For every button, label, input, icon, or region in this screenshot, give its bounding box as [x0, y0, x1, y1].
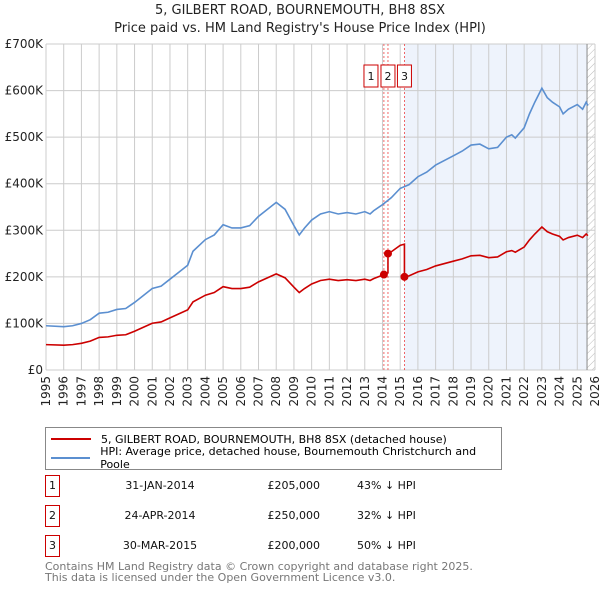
x-tick-label: 2013: [358, 376, 372, 407]
sale-number: 2: [45, 505, 60, 527]
sale-price: £250,000: [267, 509, 321, 522]
x-tick-label: 2003: [181, 376, 195, 407]
sale-hpi-diff: 43% ↓ HPI: [357, 479, 416, 492]
x-tick-label: 2001: [145, 376, 159, 407]
post-sale-shading: [404, 44, 588, 370]
x-tick-label: 1998: [92, 376, 106, 407]
x-tick-label: 2020: [482, 376, 496, 407]
x-tick-label: 2007: [252, 376, 266, 407]
sale-number: 3: [45, 535, 60, 557]
x-tick-label: 2021: [499, 376, 513, 407]
x-tick-label: 1999: [110, 376, 124, 407]
x-tick-label: 2022: [517, 376, 531, 407]
sale-hpi-diff: 32% ↓ HPI: [357, 509, 416, 522]
x-tick-label: 2005: [216, 376, 230, 407]
x-tick-label: 1996: [57, 376, 71, 407]
y-tick-label: £0: [28, 363, 43, 377]
plot-area: 1995 1996 1997 1998 1999 2000 2001 2002 2003 2004…: [5, 37, 600, 407]
x-tick-label: 2012: [340, 376, 354, 407]
y-tick-label: £400K: [5, 177, 45, 191]
sale-flag-box: [396, 64, 412, 88]
x-tick-label: 1997: [74, 376, 88, 407]
x-tick-label: 2009: [287, 376, 301, 407]
footer: Contains HM Land Registry data © Crown c…: [45, 561, 473, 583]
x-tick-label: 2008: [269, 376, 283, 407]
sale-point: [379, 270, 388, 279]
sale-row: 2 24-APR-2014 £250,000 32% ↓ HPI: [45, 505, 445, 527]
x-tick-label: 2025: [570, 376, 584, 407]
y-tick-label: £300K: [5, 223, 45, 237]
y-tick-label: £600K: [5, 84, 45, 98]
x-tick-label: 2024: [553, 376, 567, 407]
x-tick-label: 2010: [305, 376, 319, 407]
x-tick-label: 2017: [429, 376, 443, 407]
footer-line1: Contains HM Land Registry data © Crown c…: [45, 560, 473, 573]
y-tick-label: £500K: [5, 130, 45, 144]
legend-red-swatch: [51, 438, 91, 440]
sale-number: 1: [45, 475, 60, 497]
sale-date: 31-JAN-2014: [125, 479, 195, 492]
y-tick-label: £700K: [5, 37, 45, 51]
sale-flag-label: 1: [367, 70, 374, 83]
x-tick-label: 2019: [464, 376, 478, 407]
sale-flag-box: [380, 64, 396, 88]
hpi-line: [45, 86, 589, 328]
property-price-line: [45, 225, 589, 346]
sale-date: 24-APR-2014: [124, 509, 196, 522]
x-tick-label: 2015: [393, 376, 407, 407]
legend-blue-swatch: [51, 457, 91, 459]
forecast-hatch: [587, 44, 595, 370]
sale-flag-box: [363, 64, 379, 88]
sale-date: 30-MAR-2015: [122, 539, 198, 552]
sale-row: 3 30-MAR-2015 £200,000 50% ↓ HPI: [45, 535, 445, 557]
sale-point: [400, 272, 409, 281]
chart-subtitle: Price paid vs. HM Land Registry's House …: [114, 21, 486, 36]
x-tick-label: 2000: [128, 376, 142, 407]
sale-price: £200,000: [267, 539, 321, 552]
chart-title: 5, GILBERT ROAD, BOURNEMOUTH, BH8 8SX: [154, 3, 446, 18]
x-tick-label: 2023: [535, 376, 549, 407]
x-tick-label: 2018: [446, 376, 460, 407]
x-tick-label: 2002: [163, 376, 177, 407]
x-tick-label: 2004: [198, 376, 212, 407]
x-tick-label: 2011: [322, 376, 336, 407]
x-tick-label: 2014: [375, 376, 389, 407]
footer-line2: This data is licensed under the Open Gov…: [45, 571, 396, 584]
x-tick-label: 1995: [39, 376, 53, 407]
sale-flag-label: 3: [401, 70, 408, 83]
x-tick-label: 2026: [588, 376, 600, 407]
y-tick-label: £200K: [5, 270, 45, 284]
legend: 5, GILBERT ROAD, BOURNEMOUTH, BH8 8SX (d…: [45, 427, 502, 471]
sale-hpi-diff: 50% ↓ HPI: [357, 539, 416, 552]
sale-point: [383, 249, 392, 258]
y-tick-label: £100K: [5, 316, 45, 330]
legend-property: 5, GILBERT ROAD, BOURNEMOUTH, BH8 8SX (d…: [101, 432, 447, 446]
x-tick-label: 2016: [411, 376, 425, 407]
legend-hpi: HPI: Average price, detached house, Bour…: [100, 445, 477, 471]
sale-flag-label: 2: [384, 70, 391, 83]
sale-price: £205,000: [267, 479, 321, 492]
sale-row: 1 31-JAN-2014 £205,000 43% ↓ HPI: [45, 475, 445, 497]
x-tick-label: 2006: [234, 376, 248, 407]
